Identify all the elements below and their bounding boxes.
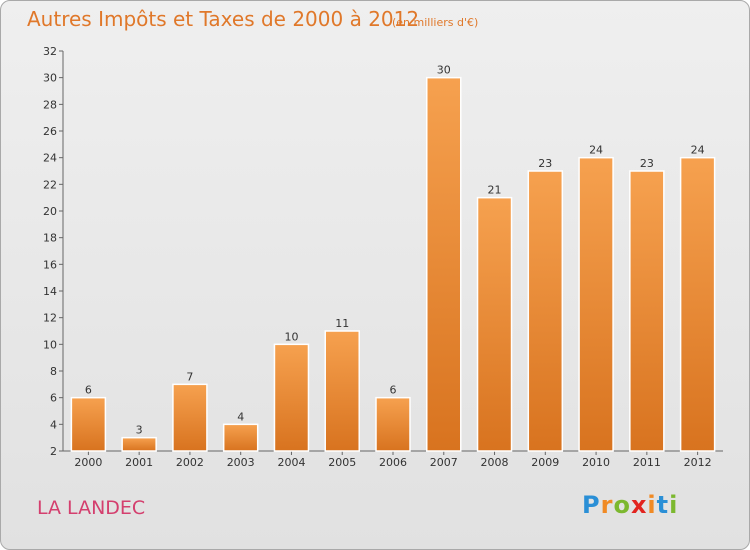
bar	[578, 156, 614, 452]
bar	[375, 396, 411, 452]
bar-value-label: 7	[186, 370, 193, 383]
y-tick-label: 24	[43, 152, 57, 165]
bar	[70, 396, 107, 452]
bar-value-label: 10	[284, 330, 298, 343]
bar-value-label: 4	[237, 410, 244, 423]
x-tick-label: 2000	[74, 456, 102, 469]
y-tick-label: 14	[43, 285, 57, 298]
x-tick-label: 2005	[328, 456, 356, 469]
bar	[629, 170, 665, 452]
bar	[172, 383, 208, 452]
bar-value-label: 23	[538, 157, 552, 170]
y-tick-label: 8	[50, 365, 57, 378]
y-tick-label: 2	[50, 445, 57, 458]
bar-value-label: 24	[691, 144, 705, 157]
x-tick-label: 2009	[531, 456, 559, 469]
bar-value-label: 11	[335, 317, 349, 330]
x-tick-label: 2003	[227, 456, 255, 469]
bar	[121, 436, 157, 452]
chart-subtitle: (en milliers d'€)	[392, 16, 479, 29]
bars	[70, 76, 716, 452]
y-tick-label: 26	[43, 125, 57, 138]
y-tick-label: 6	[50, 392, 57, 405]
chart-title: Autres Impôts et Taxes de 2000 à 2012	[27, 7, 420, 31]
brand-letter: x	[630, 491, 648, 519]
y-tick-label: 12	[43, 312, 57, 325]
x-tick-label: 2008	[481, 456, 509, 469]
bar-value-label: 3	[136, 424, 143, 437]
y-tick-label: 32	[43, 45, 57, 58]
bar-value-label: 30	[437, 64, 451, 77]
data-labels: 6 3 7 4 10 11 6 30 21 23 24 23 24	[85, 64, 705, 437]
bar	[476, 196, 513, 452]
brand-letter: i	[647, 491, 657, 519]
y-tick-label: 28	[43, 98, 57, 111]
brand-letter: i	[669, 491, 679, 519]
y-tick-label: 4	[50, 418, 57, 431]
bar	[527, 170, 564, 452]
x-tick-label: 2002	[176, 456, 204, 469]
brand-letter: t	[656, 491, 670, 519]
bar-value-label: 24	[589, 144, 603, 157]
y-tick-label: 16	[43, 258, 57, 271]
bar	[222, 423, 259, 452]
brand-letter: o	[613, 491, 631, 519]
bar	[324, 330, 360, 452]
brand-letter: r	[600, 491, 614, 519]
x-tick-label: 2012	[684, 456, 712, 469]
y-tick-label: 30	[43, 72, 57, 85]
bar-value-label: 6	[85, 384, 92, 397]
bar-value-label: 6	[390, 384, 397, 397]
bar-value-label: 21	[488, 184, 502, 197]
bar	[679, 156, 716, 452]
x-tick-label: 2001	[125, 456, 153, 469]
x-tick-label: 2004	[277, 456, 305, 469]
brand-logo: Proxiti	[582, 491, 678, 519]
bar-value-label: 23	[640, 157, 654, 170]
x-tick-label: 2006	[379, 456, 407, 469]
bar	[426, 76, 462, 452]
brand-letter: P	[582, 491, 601, 519]
bar	[273, 343, 310, 452]
x-tick-label: 2007	[430, 456, 458, 469]
x-tick-label: 2010	[582, 456, 610, 469]
y-tick-label: 10	[43, 338, 57, 351]
x-tick-label: 2011	[633, 456, 661, 469]
location-name: LA LANDEC	[37, 497, 146, 519]
y-tick-label: 20	[43, 205, 57, 218]
y-tick-label: 18	[43, 232, 57, 245]
y-tick-label: 22	[43, 178, 57, 191]
